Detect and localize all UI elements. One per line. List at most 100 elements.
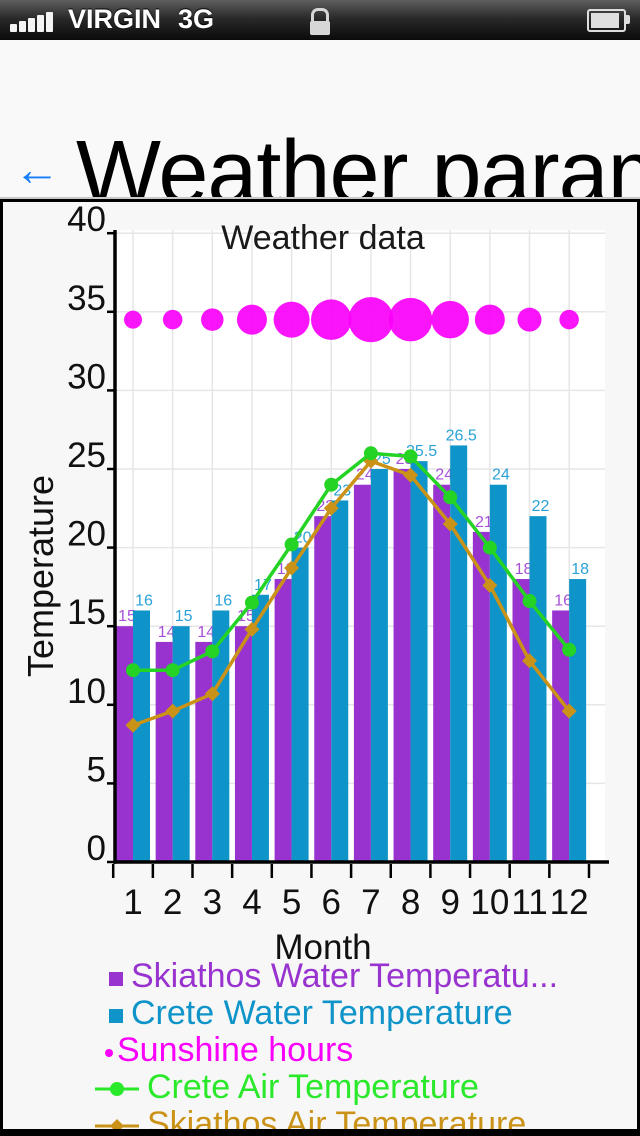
bubble: [236, 304, 267, 335]
diamond-marker: [125, 717, 141, 733]
circle-marker: [126, 663, 140, 678]
bar: [155, 641, 173, 862]
x-axis-title: Month: [274, 928, 371, 967]
bar-value-label: 26.5: [446, 427, 477, 444]
diamond-marker: [561, 703, 577, 719]
y-tick-label: 0: [87, 829, 106, 868]
line-series-skiathos-air-temperature: [125, 453, 577, 733]
legend-item-skiathos-water-temperature[interactable]: Skiathos Water Temperatu...: [109, 957, 558, 995]
x-tick-label: 1: [123, 883, 142, 922]
bubble: [273, 301, 310, 338]
bubble: [162, 309, 183, 330]
bar: [195, 641, 213, 862]
bar: [393, 469, 411, 862]
bubble: [311, 299, 352, 340]
bar-value-label: 14: [158, 624, 176, 641]
legend-item-crete-water-temperature[interactable]: Crete Water Temperature: [109, 994, 513, 1032]
y-axis-title: Temperature: [20, 475, 61, 677]
bar-value-label: 14: [197, 624, 215, 641]
weather-chart: 1514141518222425242118161615161720232525…: [20, 202, 609, 1136]
circle-marker: [482, 540, 497, 555]
page-header: ← Weather param: [0, 40, 640, 199]
axes: [107, 230, 609, 878]
legend-square-swatch: [109, 1009, 123, 1023]
y-tick-label: 40: [67, 202, 106, 239]
bar-value-label: 16: [214, 592, 232, 609]
diamond-marker: [442, 516, 458, 532]
bar: [331, 500, 349, 862]
y-axis-tick-labels: 0 5 10 15 20 25 30 35 40: [67, 202, 106, 868]
bubble-series-sunshine-hours: [124, 297, 579, 343]
bar: [353, 484, 371, 862]
carrier-label: VIRGIN: [68, 4, 162, 34]
y-tick-label: 5: [87, 750, 106, 789]
bar-value-label: 24: [435, 467, 453, 484]
diamond-marker: [403, 467, 419, 483]
legend-item-crete-air-temperature[interactable]: Crete Air Temperature: [95, 1068, 479, 1106]
legend-circle-marker: [110, 1082, 124, 1096]
bar-value-label: 15: [118, 608, 136, 625]
x-tick-label: 5: [282, 883, 301, 922]
x-tick-label: 6: [322, 883, 341, 922]
circle-marker: [363, 446, 378, 461]
y-tick-label: 25: [67, 436, 106, 475]
bar: [552, 610, 570, 862]
bar: [370, 469, 388, 862]
bubble: [124, 310, 142, 329]
bar: [410, 461, 428, 862]
circle-marker: [284, 537, 299, 552]
bar: [569, 579, 587, 862]
series-line: [133, 451, 571, 672]
x-tick-label: 9: [440, 883, 459, 922]
diamond-marker: [522, 653, 537, 669]
circle-marker: [324, 477, 339, 492]
bar: [274, 579, 292, 862]
chart-card: 1514141518222425242118161615161720232525…: [0, 199, 640, 1136]
bar-value-label: 18: [515, 561, 533, 578]
diamond-marker: [244, 621, 260, 637]
network-type-label: 3G: [178, 4, 215, 34]
chart-legend: Skiathos Water Temperatu...Crete Water T…: [95, 957, 558, 1136]
x-tick-label: 11: [511, 883, 547, 922]
legend-label: Crete Air Temperature: [147, 1068, 479, 1106]
status-bar: VIRGIN 3G: [0, 0, 640, 40]
circle-marker: [522, 594, 537, 609]
y-tick-label: 20: [67, 515, 106, 554]
bubble: [431, 300, 469, 339]
x-tick-label: 10: [470, 883, 509, 922]
x-tick-label: 2: [163, 883, 182, 922]
bar: [512, 579, 530, 862]
circle-marker: [562, 642, 577, 657]
bar-value-label: 22: [532, 498, 550, 515]
bar: [133, 610, 150, 862]
bar-value-label: 16: [554, 592, 572, 609]
bar-value-label: 24: [492, 467, 510, 484]
back-arrow-button[interactable]: ←: [14, 143, 60, 195]
line-series-crete-air-temperature: [126, 446, 577, 678]
bar-value-label: 15: [237, 608, 255, 625]
x-axis-tick-labels: 1 2 3 4 5 6 7 8 9 10 11 12: [123, 883, 588, 922]
diamond-marker: [284, 560, 300, 576]
bottom-border-strip: [0, 1129, 640, 1136]
x-tick-label: 4: [242, 883, 261, 922]
circle-marker: [403, 449, 418, 464]
battery-icon: [587, 9, 630, 32]
signal-strength-icon: [10, 12, 53, 32]
bar: [529, 516, 547, 862]
bar: [314, 516, 332, 862]
diamond-marker: [323, 500, 339, 516]
legend-item-sunshine-hours[interactable]: Sunshine hours: [105, 1031, 353, 1069]
legend-dot-swatch: [105, 1049, 113, 1057]
bar: [234, 626, 252, 862]
y-tick-label: 35: [67, 279, 106, 318]
bar: [489, 484, 507, 862]
page-title: Weather param: [76, 123, 640, 199]
chart-title: Weather data: [221, 219, 425, 257]
x-tick-label: 8: [401, 883, 420, 922]
legend-label: Crete Water Temperature: [131, 994, 513, 1032]
bar-value-label: 21: [475, 514, 493, 531]
x-tick-label: 7: [361, 883, 380, 922]
bar: [116, 626, 133, 862]
x-tick-label: 12: [550, 883, 589, 922]
